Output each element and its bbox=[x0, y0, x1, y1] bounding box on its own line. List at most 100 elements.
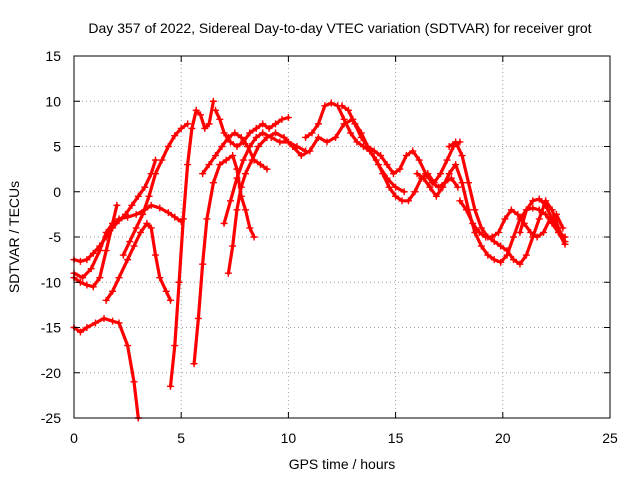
data-point bbox=[510, 256, 518, 264]
data-point bbox=[244, 143, 252, 150]
y-tick-label: 15 bbox=[45, 48, 61, 64]
data-point bbox=[79, 274, 87, 282]
data-point bbox=[164, 143, 172, 150]
series-track-6 bbox=[119, 120, 192, 259]
y-tick-label: 0 bbox=[53, 184, 61, 200]
data-point bbox=[332, 133, 340, 141]
data-point bbox=[475, 228, 483, 236]
data-point bbox=[377, 152, 385, 160]
data-point bbox=[126, 238, 134, 246]
data-point bbox=[347, 129, 355, 137]
data-point bbox=[171, 132, 179, 140]
data-point bbox=[139, 210, 147, 218]
data-point bbox=[143, 219, 151, 227]
data-point bbox=[147, 224, 155, 232]
data-point bbox=[495, 228, 503, 236]
data-point bbox=[147, 201, 155, 209]
data-point bbox=[229, 242, 237, 250]
data-point bbox=[542, 210, 550, 218]
data-point bbox=[555, 228, 563, 236]
data-point bbox=[323, 138, 331, 146]
data-point bbox=[115, 215, 123, 223]
data-point bbox=[192, 106, 200, 114]
y-tick-label: -20 bbox=[41, 365, 61, 381]
data-point bbox=[102, 247, 110, 255]
data-point bbox=[497, 242, 505, 250]
series-track-17 bbox=[456, 197, 567, 241]
data-point bbox=[432, 192, 440, 200]
data-point bbox=[254, 143, 262, 150]
data-point bbox=[265, 124, 273, 132]
data-point bbox=[100, 314, 108, 322]
data-point bbox=[242, 170, 250, 178]
series-track-1 bbox=[70, 314, 142, 422]
data-point bbox=[535, 195, 543, 203]
grid bbox=[74, 56, 610, 418]
data-point bbox=[443, 156, 451, 164]
data-point bbox=[477, 224, 485, 232]
series-track-8 bbox=[190, 152, 258, 368]
y-axis-label: SDTVAR / TECUs bbox=[6, 181, 22, 293]
data-point bbox=[252, 124, 260, 132]
data-point bbox=[452, 161, 460, 169]
series-path bbox=[121, 122, 190, 257]
data-point bbox=[233, 174, 241, 182]
data-point bbox=[259, 129, 267, 137]
data-point bbox=[158, 156, 166, 164]
data-point bbox=[426, 183, 434, 191]
x-tick-label: 25 bbox=[602, 430, 618, 446]
data-point bbox=[151, 156, 159, 164]
data-point bbox=[128, 201, 136, 209]
data-point bbox=[422, 170, 430, 178]
data-point bbox=[533, 233, 541, 241]
data-point bbox=[96, 247, 104, 255]
data-point bbox=[284, 114, 292, 122]
data-point bbox=[490, 256, 498, 264]
data-point bbox=[145, 192, 153, 200]
data-point bbox=[400, 188, 408, 196]
ticks bbox=[73, 55, 611, 419]
series-track-15 bbox=[413, 161, 569, 266]
data-point bbox=[109, 287, 117, 295]
data-point bbox=[242, 206, 250, 214]
data-point bbox=[464, 179, 472, 187]
data-point bbox=[141, 183, 149, 191]
series-path bbox=[72, 316, 140, 420]
data-point bbox=[402, 152, 410, 160]
data-point bbox=[87, 265, 95, 273]
data-point bbox=[503, 247, 511, 255]
data-point bbox=[454, 183, 462, 191]
series-track-14 bbox=[338, 102, 462, 191]
data-point bbox=[338, 102, 346, 110]
data-point bbox=[507, 206, 515, 214]
data-point bbox=[522, 206, 530, 214]
data-point bbox=[166, 296, 174, 304]
data-point bbox=[529, 204, 537, 212]
data-point bbox=[212, 106, 220, 114]
data-point bbox=[516, 260, 524, 268]
data-point bbox=[548, 215, 556, 223]
series-track-16 bbox=[445, 138, 569, 268]
data-point bbox=[229, 152, 237, 160]
data-point bbox=[548, 206, 556, 214]
data-point bbox=[542, 201, 550, 209]
data-point bbox=[321, 102, 329, 110]
data-point bbox=[119, 251, 127, 259]
data-point bbox=[246, 129, 254, 137]
y-tick-label: -10 bbox=[41, 274, 61, 290]
data-point bbox=[490, 238, 498, 246]
series-path bbox=[104, 221, 173, 302]
series-track-9 bbox=[212, 106, 292, 150]
data-point bbox=[203, 215, 211, 223]
data-point bbox=[166, 382, 174, 390]
data-point bbox=[344, 106, 352, 114]
y-tick-label: 10 bbox=[45, 93, 61, 109]
data-point bbox=[392, 192, 400, 200]
data-point bbox=[130, 378, 138, 386]
data-point bbox=[196, 111, 204, 119]
data-point bbox=[445, 170, 453, 178]
data-point bbox=[280, 133, 288, 141]
data-point bbox=[89, 283, 97, 291]
data-point bbox=[327, 99, 335, 107]
